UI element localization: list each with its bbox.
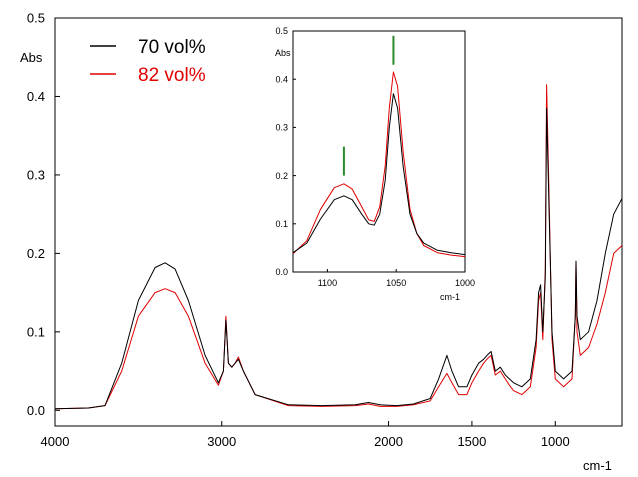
main-x-axis-label: cm-1 (583, 458, 612, 473)
inset-series-group (292, 71, 466, 258)
inset-background (280, 22, 477, 284)
inset-y-tick-label-5: 0.5 (275, 26, 288, 36)
inset-x-tick-label-0: 1100 (318, 278, 337, 288)
main-series-group (54, 84, 623, 410)
inset-peak-markers (342, 35, 395, 176)
inset-y-axis-label: Abs (275, 48, 291, 58)
main-y-tick-label-4: 0.4 (27, 89, 45, 104)
inset-x-axis: 1100 1050 1000 (318, 269, 475, 288)
main-x-tick-label-4: 1000 (541, 434, 570, 449)
inset-x-axis-label: cm-1 (440, 292, 460, 302)
main-y-tick-label-3: 0.3 (27, 167, 45, 182)
main-y-tick-label-1: 0.1 (27, 324, 45, 339)
inset-y-tick-label-1: 0.1 (275, 219, 288, 229)
inset-x-tick-label-2: 1000 (455, 278, 475, 288)
inset-y-tick-label-0: 0.0 (275, 267, 288, 277)
main-x-tick-label-1: 3000 (207, 434, 236, 449)
inset-y-tick-label-3: 0.3 (275, 123, 288, 133)
main-y-tick-label-0: 0.0 (27, 403, 45, 418)
main-x-axis: 4000 3000 2000 1500 1000 (41, 421, 570, 449)
inset-x-tick-label-1: 1050 (386, 278, 406, 288)
main-y-tick-label-5: 0.5 (27, 11, 45, 26)
inset-y-tick-label-2: 0.2 (275, 171, 288, 181)
main-series-70-vol (54, 107, 623, 410)
main-x-tick-label-2: 2000 (374, 434, 403, 449)
inset-plot-frame (292, 30, 466, 273)
legend-label-82: 82 vol% (138, 65, 206, 86)
inset-series-82-vol (292, 71, 466, 258)
main-y-axis-label: Abs (20, 50, 43, 65)
inset-y-tick-label-4: 0.4 (275, 74, 288, 84)
inset-series-70-vol (292, 93, 466, 256)
main-y-tick-label-2: 0.2 (27, 246, 45, 261)
main-x-tick-label-3: 1500 (457, 434, 486, 449)
inset-y-axis: 0.0 0.1 0.2 0.3 0.4 0.5 (275, 26, 296, 277)
main-y-axis: 0.0 0.1 0.2 0.3 0.4 0.5 (27, 11, 60, 418)
legend: 70 vol% 82 vol% (90, 37, 206, 86)
legend-label-70: 70 vol% (138, 37, 206, 58)
main-plot-frame (54, 17, 623, 427)
main-x-tick-label-0: 4000 (41, 434, 70, 449)
